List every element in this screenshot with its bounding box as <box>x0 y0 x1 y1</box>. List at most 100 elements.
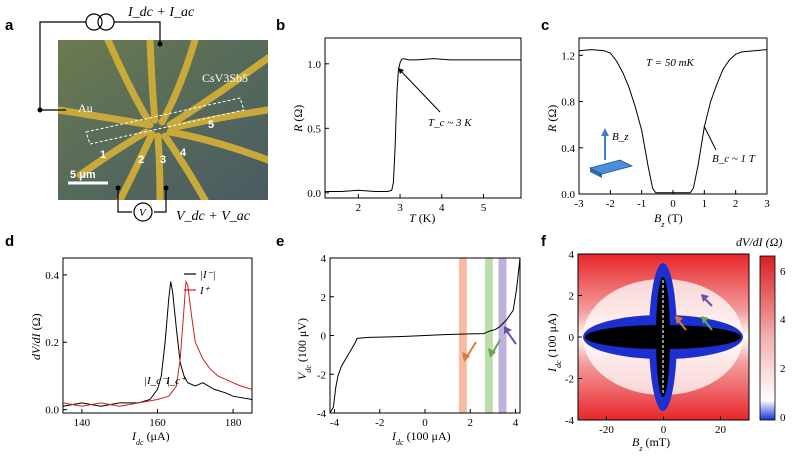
ylabel-d: dV/dI (Ω) <box>29 313 43 360</box>
node-left <box>37 107 43 113</box>
colorbar-title: dV/dI (Ω) <box>736 235 782 249</box>
xtick-label-c-3: 0 <box>670 198 676 210</box>
voltage-label: V_dc + V_ac <box>176 209 251 224</box>
ytick-label-e-2: 0 <box>321 331 327 343</box>
ytick-label-f-4: 4 <box>569 249 575 261</box>
colorbar-tick-2: 2 <box>780 363 786 375</box>
annotation-arrow-c <box>703 125 717 151</box>
electrode-number-2: 2 <box>138 154 144 166</box>
series-e-iv-curve <box>329 257 521 414</box>
xtick-label-d-2: 180 <box>225 417 242 429</box>
series-d-negative <box>62 281 253 407</box>
ytick-label-e-1: -2 <box>317 369 326 381</box>
current-band-0 <box>458 258 467 413</box>
electrode-number-5: 5 <box>208 119 214 131</box>
xtick-label-d-0: 140 <box>74 417 91 429</box>
xtick-label-e-4: 4 <box>513 417 519 429</box>
colorbar-tick-6: 6 <box>780 266 786 278</box>
series-d-positive <box>62 279 253 407</box>
axes-c-ticks: -3 -2 -1 0 1 2 3 0.0 0.4 0.8 1.2 <box>561 50 770 210</box>
xtick-label-c-5: 2 <box>733 198 739 210</box>
xtick-label-c-4: 1 <box>702 198 708 210</box>
current-bands <box>458 258 507 413</box>
au-label: Au <box>78 101 93 115</box>
wire-v-right <box>154 188 167 213</box>
node-v-right <box>163 185 169 191</box>
circuit-wiring <box>39 21 167 213</box>
node-v-left <box>115 185 121 191</box>
current-source-symbol <box>85 13 115 31</box>
xtick-label-f-1: 0 <box>661 424 667 436</box>
xtick-label-b-3: 5 <box>481 202 487 214</box>
electrode-number-3: 3 <box>160 154 166 166</box>
node-top <box>157 41 163 47</box>
axes-e-ticks: -4 -2 0 2 4 -4 -2 0 2 4 <box>317 253 519 429</box>
ytick-label-c-3: 1.2 <box>561 50 575 62</box>
annotation-ic-negative: |I_c⁻| <box>144 375 170 387</box>
colorbar-tick-0: 0 <box>780 412 786 424</box>
electrode-number-1: 1 <box>100 149 106 161</box>
legend-d: |I⁻| I⁺ <box>184 269 216 297</box>
xtick-label-b-1: 3 <box>397 202 403 214</box>
wire-right <box>114 21 161 42</box>
xtick-label-f-2: 20 <box>715 424 727 436</box>
xtick-label-d-1: 160 <box>149 417 166 429</box>
legend-label-negative: |I⁻| <box>200 269 216 281</box>
crystal-outline <box>85 97 245 145</box>
ytick-label-d-1: 0.2 <box>45 337 59 349</box>
xlabel-b: T (K) <box>409 211 435 225</box>
ytick-label-b-2: 1.0 <box>307 59 321 71</box>
xtick-label-e-2: 0 <box>422 417 428 429</box>
xtick-label-e-1: -2 <box>375 417 384 429</box>
colorbar <box>759 255 776 421</box>
xtick-label-c-2: -1 <box>637 198 646 210</box>
panel-letter-f: f <box>541 233 547 250</box>
ylabel-c: R (Ω) <box>545 105 559 133</box>
ytick-label-d-2: 0.4 <box>45 270 59 282</box>
annotation-tc: T_c ~ 3 K <box>428 117 472 129</box>
gold-electrodes <box>58 40 268 200</box>
ytick-label-c-0: 0.0 <box>561 189 575 201</box>
panel-letter-d: d <box>5 233 14 250</box>
annotation-arrowhead-b <box>398 68 404 74</box>
electrode-number-4: 4 <box>180 147 187 159</box>
ytick-label-f-1: -2 <box>565 374 574 386</box>
annotation-ic-positive: I_c⁺ <box>165 375 187 387</box>
annotation-bc: B_c ~ 1 T <box>712 153 756 165</box>
xtick-label-c-0: -3 <box>574 198 584 210</box>
device-micrograph: CsV3Sb5 Au 1 2 3 4 5 5 μm <box>58 40 268 200</box>
legend-label-positive: I⁺ <box>199 285 211 297</box>
ytick-label-b-1: 0.5 <box>307 123 321 135</box>
ytick-label-c-1: 0.4 <box>561 143 575 155</box>
field-arrowhead <box>601 128 609 136</box>
xtick-label-f-0: -20 <box>599 424 614 436</box>
ytick-label-e-4: 4 <box>321 253 327 265</box>
wire-left <box>39 21 86 110</box>
ytick-label-f-3: 2 <box>569 291 575 303</box>
ytick-label-e-0: -4 <box>317 408 327 420</box>
wire-v-left <box>117 188 132 213</box>
xlabel-d: Idc (μA) <box>131 429 170 447</box>
panel-f: f -20 0 <box>541 233 786 453</box>
ytick-label-d-0: 0.0 <box>45 405 59 417</box>
voltmeter-symbol: V <box>133 202 153 222</box>
ytick-label-e-3: 2 <box>321 292 327 304</box>
panel-letter-c: c <box>541 17 549 34</box>
ylabel-f: Idc (100 μA) <box>545 313 563 373</box>
panel-e: e -4 -2 0 2 4 -4 -2 0 2 4 Idc (100 μA) Vdc (100 μ… <box>276 233 521 447</box>
ytick-label-c-2: 0.8 <box>561 97 575 109</box>
xlabel-e: Idc (100 μA) <box>391 429 451 447</box>
xtick-label-b-2: 4 <box>439 202 445 214</box>
field-inset: B_z <box>588 128 634 178</box>
arrows-e <box>462 326 517 362</box>
ytick-label-f-2: 0 <box>569 332 575 344</box>
temperature-label: T = 50 mK <box>646 57 695 69</box>
heatmap-f <box>578 254 749 420</box>
colorbar-tick-4: 4 <box>780 314 786 326</box>
xtick-label-e-0: -4 <box>330 417 340 429</box>
panel-c: c -3 -2 -1 0 1 2 3 0.0 0.4 0.8 1.2 Bz (T) R (Ω) T … <box>541 17 770 229</box>
panel-letter-e: e <box>276 233 284 250</box>
ylabel-b: R (Ω) <box>291 105 305 133</box>
